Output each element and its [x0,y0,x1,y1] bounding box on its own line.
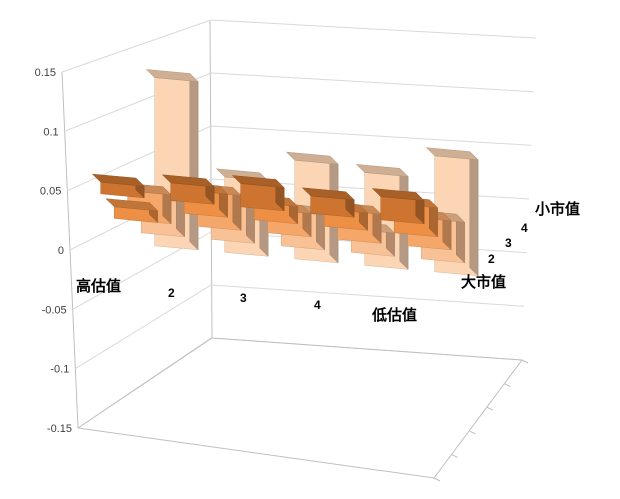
bar-top-face [425,147,479,161]
bar [161,174,215,205]
size-tick-label: 2 [488,252,495,266]
bar-top-face [301,187,355,201]
gridline [61,19,537,73]
valuation-tick-label: 4 [314,298,321,312]
size-tick-label: 4 [521,221,528,235]
y-tick-label: -0.15 [47,423,72,435]
bar [231,175,285,212]
size-tick-label: 3 [505,236,512,250]
depth-tick [504,383,511,388]
y-axis-ticks: 0.15 0.1 0.05 0 -0.05 -0.1 -0.15 [35,67,72,435]
depth-tick [451,453,458,458]
depth-tick [521,359,529,364]
depth-tick [486,406,494,411]
bar-top-face [231,175,285,188]
size-label-large: 大市值 [461,273,506,291]
bar-top-face [355,164,409,177]
gridline [69,178,530,251]
floor-edge [77,337,523,479]
depth-tick [433,477,441,482]
depth-tick [468,430,476,435]
valuation-label-low: 低估值 [371,306,417,324]
y-tick-label: 0.15 [35,67,56,79]
y-tick-label: 0.05 [40,186,61,198]
bar [105,198,159,223]
bar-top-face [145,69,199,82]
gridline [75,284,525,370]
bar-top-face [371,188,425,201]
y-tick-label: 0 [58,245,64,257]
gridline [67,125,532,192]
bar-top-face [285,151,339,165]
gridline [64,72,534,132]
bar-top-face [91,173,145,187]
bar [91,173,145,199]
chart-walls [61,19,537,482]
valuation-tick-label: 2 [168,286,175,300]
valuation-tick-label: 3 [240,291,247,305]
y-tick-label: 0.1 [43,126,58,138]
valuation-label-high: 高估值 [76,277,121,295]
size-label-small: 小市值 [535,200,580,218]
bar-top-face [105,198,159,212]
chart-bars [91,69,479,277]
bar-top-face [161,174,215,188]
y-tick-label: -0.1 [50,364,69,376]
bar-side-face [189,72,199,251]
bar [371,188,425,225]
y-tick-label: -0.05 [42,304,67,316]
bar-side-face [469,151,479,277]
bar [301,187,355,218]
